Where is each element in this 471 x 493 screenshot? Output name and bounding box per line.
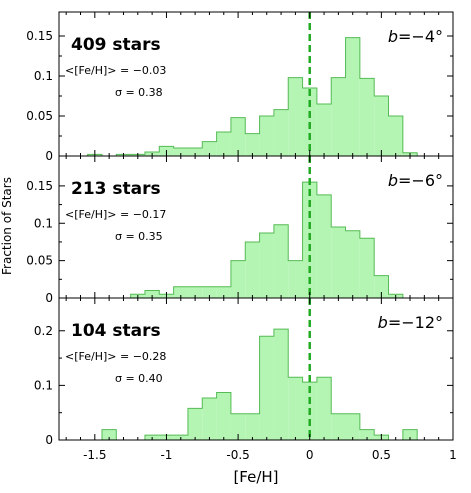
- histogram-bar: [202, 397, 217, 440]
- histogram-panels: 00.050.10.15 409 stars b=−4°<[Fe/H]> = −0.…: [26, 11, 454, 447]
- dispersion-label: σ = 0.40: [115, 372, 163, 385]
- panel-frame: [58, 297, 454, 441]
- latitude-value: =−6°: [398, 171, 443, 190]
- histogram-bar: [216, 286, 231, 298]
- histogram-bar: [202, 286, 217, 298]
- histogram-bar: [388, 116, 403, 156]
- histogram-panel-2: 0 0.05 0.1 0.15 213 stars b=−6° <[Fe/H]> = −0.…: [26, 155, 454, 305]
- histogram-bar: [259, 232, 274, 298]
- histogram-bar: [173, 286, 188, 298]
- histogram-bar: [259, 116, 274, 156]
- y-tick-label: 0.1: [34, 69, 53, 83]
- histogram-bar: [345, 37, 360, 156]
- histogram-outline: [73, 37, 432, 157]
- x-tick-label: -0.5: [226, 448, 249, 462]
- histogram-bar: [288, 77, 303, 156]
- histogram-bar: [316, 104, 332, 156]
- histogram-bar: [273, 224, 289, 298]
- histogram-bar: [288, 260, 303, 298]
- histogram-bar: [331, 413, 346, 440]
- histogram-bar: [402, 429, 418, 440]
- histogram-bar: [359, 429, 375, 440]
- star-count-label: 104 stars: [71, 321, 161, 341]
- x-tick-label: 0.5: [372, 448, 391, 462]
- y-tick-label: 0.15: [26, 29, 53, 43]
- histogram-bar: [245, 241, 260, 298]
- histogram-bar: [216, 392, 231, 440]
- y-tick-label: 0: [45, 433, 53, 447]
- histogram-bar: [202, 141, 217, 156]
- mean-metallicity-label: <[Fe/H]> = −0.17: [65, 208, 166, 221]
- histogram-bar: [187, 148, 203, 156]
- histogram-bar: [230, 117, 246, 156]
- y-tick-label: 0.1: [34, 216, 53, 230]
- latitude-symbol: b: [388, 171, 398, 190]
- star-count-label: 409 stars: [71, 35, 161, 55]
- histogram-outline: [73, 328, 432, 441]
- histogram-bar: [359, 238, 375, 298]
- histogram-bar: [216, 132, 231, 156]
- latitude-label: b=−12°: [378, 313, 443, 332]
- y-tick-label: 0: [45, 149, 53, 163]
- histogram-bar: [144, 290, 160, 298]
- histogram-bar: [331, 77, 346, 156]
- latitude-label: b=−6°: [388, 171, 443, 190]
- y-tick-label: 0.05: [26, 109, 53, 123]
- histogram-bar: [245, 413, 260, 440]
- histogram-bar: [374, 275, 389, 298]
- y-tick-label: 0: [45, 291, 53, 305]
- dispersion-label: σ = 0.35: [115, 230, 163, 243]
- latitude-symbol: b: [378, 313, 388, 332]
- histogram-bar: [288, 377, 303, 440]
- latitude-label: b=−4°: [388, 27, 443, 46]
- histogram-bar: [302, 182, 317, 298]
- histogram-bar: [316, 194, 332, 298]
- histogram-bar: [259, 336, 274, 440]
- histogram-bar: [345, 230, 360, 298]
- x-tick-label: -1: [160, 448, 172, 462]
- histogram-bar: [316, 377, 332, 440]
- histogram-bar: [173, 148, 188, 156]
- y-axis-label: Fraction of Stars: [0, 177, 14, 275]
- latitude-value: =−4°: [398, 27, 443, 46]
- star-count-label: 213 stars: [71, 179, 161, 199]
- histogram-bar: [273, 329, 289, 440]
- histogram-bar: [230, 413, 246, 440]
- histogram-bar: [187, 286, 203, 298]
- y-tick-label: 0.05: [26, 254, 53, 268]
- histogram-bar: [331, 227, 346, 298]
- x-tick-label: 1: [449, 448, 457, 462]
- x-tick-label: 0: [306, 448, 314, 462]
- latitude-value: =−12°: [388, 313, 443, 332]
- histogram-bar: [374, 96, 389, 156]
- histogram-bar: [101, 429, 117, 440]
- mean-metallicity-label: <[Fe/H]> = −0.03: [65, 64, 166, 77]
- mean-metallicity-label: <[Fe/H]> = −0.28: [65, 350, 166, 363]
- histogram-bar: [245, 133, 260, 156]
- histogram-bar: [359, 78, 375, 156]
- x-axis: -1.5 -1 -0.5 0 0.5 1: [83, 448, 457, 462]
- histogram-bar: [345, 413, 360, 440]
- x-tick-label: -1.5: [83, 448, 106, 462]
- y-tick-label: 0.1: [34, 378, 53, 392]
- histogram-bar: [187, 408, 203, 440]
- histogram-panel-1: 0 0.05 0.1 0.15 409 stars b=−4° <[Fe/H]> = −0.…: [26, 11, 454, 163]
- dispersion-label: σ = 0.38: [115, 86, 163, 99]
- x-axis-label: [Fe/H]: [233, 468, 278, 486]
- histogram-outline: [73, 181, 432, 299]
- y-tick-label: 0.15: [26, 179, 53, 193]
- y-tick-label: 0.2: [34, 324, 53, 338]
- histogram-panel-3: 0 0.1 0.2 104 stars b=−12° <[Fe/H]> = −0.28 σ …: [34, 297, 454, 447]
- histogram-bar: [273, 109, 289, 156]
- histogram-bar: [230, 260, 246, 298]
- latitude-symbol: b: [388, 27, 398, 46]
